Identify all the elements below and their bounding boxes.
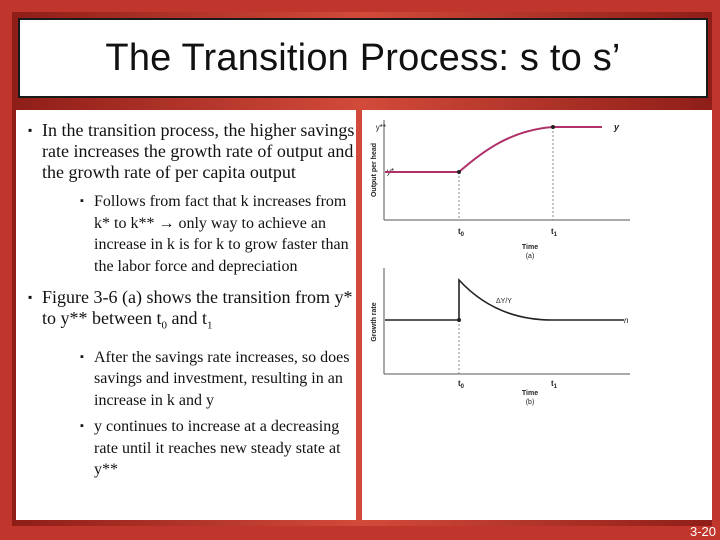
output-curve [385, 126, 602, 173]
xlabel-b: Time [522, 390, 538, 397]
bullet-icon: ▪ [28, 290, 33, 304]
sub-bullet-2-2: ▪ y continues to increase at a decreasin… [42, 416, 356, 481]
panel-b: Growth rate ΔY/Y n t0 t1 Time (b) [371, 268, 630, 406]
baseline-label-b: n [624, 316, 629, 325]
bullet-1: ▪ In the transition process, the higher … [16, 120, 356, 277]
sub-bullet-1-1: ▪ Follows from fact that k increases fro… [42, 191, 356, 277]
bullet-icon: ▪ [80, 420, 84, 433]
sub-bullet-2-1-text: After the savings rate increases, so doe… [94, 348, 350, 409]
panel-label-a: (a) [526, 253, 535, 260]
title-box: The Transition Process: s to s’ [18, 18, 708, 98]
t0-label-a: t0 [458, 227, 465, 238]
t1-label-b: t1 [551, 379, 558, 390]
bullet-2: ▪ Figure 3-6 (a) shows the transition fr… [16, 287, 356, 481]
curve-label-a: y [613, 122, 620, 132]
slide-number: 3-20 [689, 524, 716, 539]
bullet-2-text: Figure 3-6 (a) shows the transition from… [42, 287, 353, 332]
ylabel-a: Output per head [371, 143, 378, 197]
text-panel: ▪ In the transition process, the higher … [16, 110, 356, 520]
panel-label-b: (b) [526, 399, 535, 406]
ytick-high-a: y** [376, 123, 386, 132]
figure-3-6: Output per head y** y* y t0 t1 Time (a) … [371, 120, 630, 406]
growth-curve [385, 277, 624, 321]
figure-panel: Output per head y** y* y t0 t1 Time (a) … [362, 110, 712, 520]
bullet-icon: ▪ [80, 195, 84, 207]
sub-bullet-1-1-text: Follows from fact that k increases from … [94, 193, 349, 275]
bullet-icon: ▪ [80, 350, 84, 363]
ylabel-b: Growth rate [371, 302, 378, 341]
t0-label-b: t0 [458, 379, 465, 390]
xlabel-a: Time [522, 244, 538, 251]
sub-bullet-2-1: ▪ After the savings rate increases, so d… [42, 347, 356, 412]
point-t0-b [457, 318, 461, 322]
point-t1-a [551, 125, 555, 129]
curve-label-b: ΔY/Y [496, 298, 512, 305]
bullet-1-text: In the transition process, the higher sa… [42, 120, 355, 182]
t1-label-a: t1 [551, 227, 558, 238]
sub-bullet-2-2-text: y continues to increase at a decreasing … [94, 418, 341, 479]
panel-a: Output per head y** y* y t0 t1 Time (a) [371, 120, 630, 260]
point-t0-a [457, 170, 461, 174]
bullet-icon: ▪ [28, 123, 33, 137]
slide-title: The Transition Process: s to s’ [105, 36, 621, 79]
